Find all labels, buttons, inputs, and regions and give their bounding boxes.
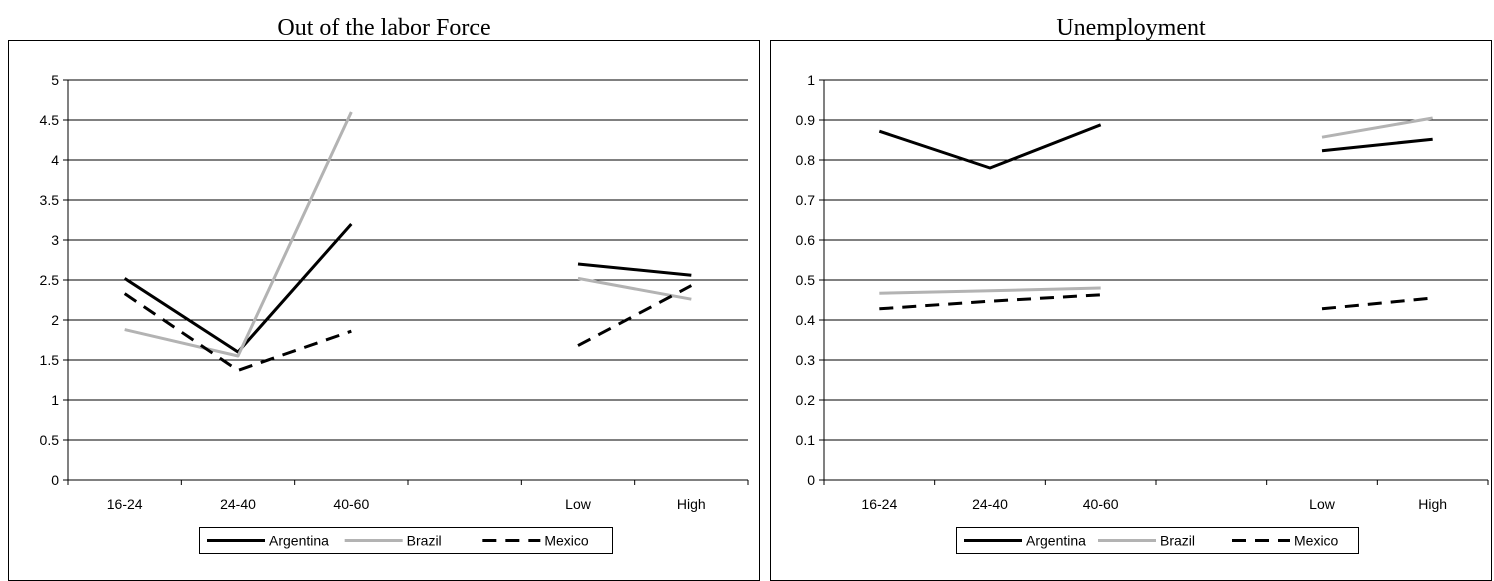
y-tick-label: 3.5 (40, 192, 60, 208)
series-brazil-line (124, 111, 353, 358)
series-argentina-line (1321, 137, 1433, 153)
chart-panel-unemployment: Unemployment 0 0.1 0.2 0.3 0.4 0.5 0.6 0.7 0.8 0.… (770, 0, 1492, 581)
series-argentina-line (577, 262, 692, 277)
y-tick-label: 2 (51, 312, 59, 328)
y-tick-label: 0.4 (796, 312, 816, 328)
legend: Argentina Brazil Mexico (956, 527, 1359, 554)
y-tick-label: 3 (51, 232, 59, 248)
y-tick-label: 0.6 (796, 232, 816, 248)
chart-out-of-labor-force: 0 0.5 1 1.5 2 2.5 3 3.5 4 4.5 5 16-24 24-40 40-60 Low H… (8, 40, 760, 581)
legend-box (199, 527, 613, 554)
y-tick-label: 0.3 (796, 352, 816, 368)
y-tick-label: 0.5 (796, 272, 816, 288)
chart-title: Out of the labor Force (277, 15, 491, 41)
y-tick-label: 0 (807, 472, 815, 488)
series-brazil-line (1321, 116, 1433, 139)
chart-unemployment: 0 0.1 0.2 0.3 0.4 0.5 0.6 0.7 0.8 0.9 1 16-24 24-40 4… (770, 40, 1492, 581)
x-tick-label: High (677, 496, 706, 512)
x-tick-label: 40-60 (333, 496, 369, 512)
x-tick-label: Low (565, 496, 592, 512)
legend-label-mexico: Mexico (1294, 533, 1339, 549)
x-tick-label: 24-40 (220, 496, 256, 512)
y-tick-label: 0.9 (796, 112, 816, 128)
x-tick-label: 16-24 (107, 496, 143, 512)
series-mexico-line (123, 292, 352, 372)
legend-label-brazil: Brazil (1160, 533, 1195, 549)
y-tick-label: 0.5 (40, 432, 60, 448)
legend: Argentina Brazil Mexico (199, 527, 613, 554)
legend-label-mexico: Mexico (544, 533, 589, 549)
legend-label-argentina: Argentina (269, 533, 329, 549)
legend-label-brazil: Brazil (407, 533, 442, 549)
x-tick-label: 16-24 (861, 496, 897, 512)
x-tick-label: 40-60 (1083, 496, 1119, 512)
chart-title: Unemployment (1056, 15, 1206, 41)
y-tick-label: 1 (807, 72, 815, 88)
legend-box (956, 527, 1359, 554)
series-argentina-line (123, 223, 353, 354)
y-tick-label: 1.5 (40, 352, 60, 368)
y-tick-label: 0 (51, 472, 59, 488)
y-tick-label: 5 (51, 72, 59, 88)
x-tick-label: High (1418, 496, 1447, 512)
y-tick-label: 0.2 (796, 392, 816, 408)
chart-panel-out-of-labor-force: Out of the labor Force 0 0.5 1 1.5 2 2.5 3 3.5 4… (8, 0, 760, 581)
series-mexico-line (879, 293, 1101, 311)
x-tick-label: 24-40 (972, 496, 1008, 512)
series-brazil-line (577, 276, 692, 301)
series-brazil-line (879, 286, 1101, 295)
y-tick-label: 4 (51, 152, 59, 168)
y-tick-label: 0.1 (796, 432, 816, 448)
series-argentina-line (878, 123, 1102, 170)
x-tick-label: Low (1309, 496, 1336, 512)
y-tick-label: 1 (51, 392, 59, 408)
y-tick-label: 2.5 (40, 272, 60, 288)
y-tick-label: 0.7 (796, 192, 816, 208)
legend-label-argentina: Argentina (1026, 533, 1086, 549)
series-mexico-line (1321, 296, 1433, 311)
y-tick-label: 0.8 (796, 152, 816, 168)
y-tick-label: 4.5 (40, 112, 60, 128)
